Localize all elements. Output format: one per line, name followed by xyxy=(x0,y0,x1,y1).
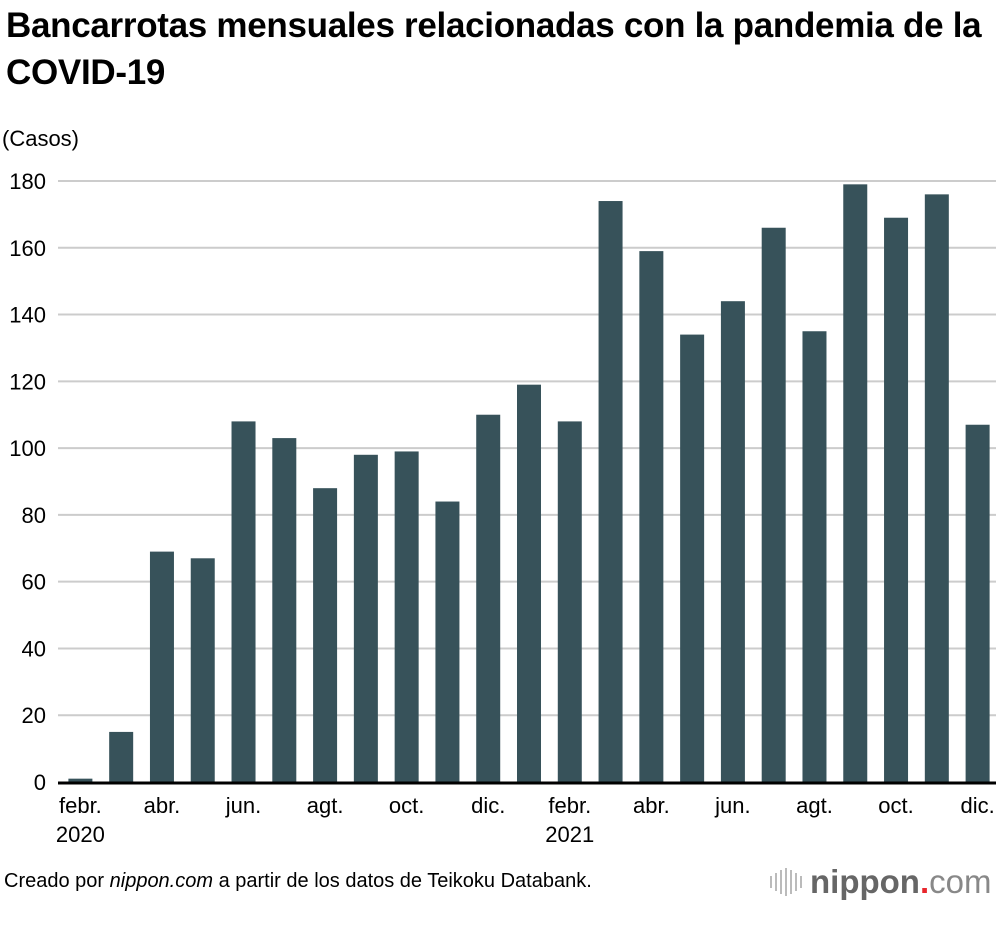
bar-2021-12 xyxy=(965,424,990,782)
bar-2020-09 xyxy=(353,454,378,782)
bar-2021-09 xyxy=(843,184,868,783)
y-tick-label: 60 xyxy=(22,570,46,595)
x-tick-label: dic. xyxy=(471,793,505,818)
x-tick-label: dic. xyxy=(960,793,994,818)
bar-2020-06 xyxy=(231,421,256,782)
bar-2021-03 xyxy=(598,201,623,783)
bar-2020-03 xyxy=(109,731,134,782)
bar-2020-12 xyxy=(476,414,501,782)
y-axis-ticks: 0 20 40 60 80 100 120 140 160 180 xyxy=(9,169,46,795)
y-axis-unit-label: (Casos) xyxy=(2,126,80,151)
x-tick-label: jun. xyxy=(714,793,750,818)
source-site: nippon.com xyxy=(109,870,214,892)
x-tick-label: oct. xyxy=(878,793,913,818)
bar-2021-05 xyxy=(680,334,705,782)
x-year-label: 2020 xyxy=(56,822,105,847)
source-note: Creado por nippon.com a partir de los da… xyxy=(4,870,592,893)
x-tick-label: agt. xyxy=(307,793,344,818)
x-axis-ticks: febr. 2020 abr. jun. agt. oct. dic. febr. 2021 ab… xyxy=(56,793,995,847)
x-tick-label: jun. xyxy=(225,793,261,818)
bar-2020-08 xyxy=(313,488,338,782)
bar-2021-04 xyxy=(639,251,664,782)
bar-2021-07 xyxy=(761,227,786,782)
bar-2020-10 xyxy=(394,451,419,782)
y-tick-label: 20 xyxy=(22,703,46,728)
x-tick-label: oct. xyxy=(389,793,424,818)
x-tick-label: abr. xyxy=(144,793,181,818)
bar-2021-01 xyxy=(517,384,541,782)
source-suffix: a partir de los datos de Teikoku Databan… xyxy=(213,870,592,892)
bar-2020-02 xyxy=(68,778,93,782)
y-tick-label: 80 xyxy=(22,503,46,528)
logo-dot: . xyxy=(919,863,930,900)
y-tick-label: 160 xyxy=(9,236,46,261)
x-tick-label: febr. xyxy=(59,793,102,818)
bar-2021-06 xyxy=(720,301,745,782)
bar-2020-07 xyxy=(272,438,297,782)
logo-name: nippon xyxy=(810,863,920,900)
bar-2021-10 xyxy=(884,217,909,782)
y-tick-label: 140 xyxy=(9,303,46,328)
x-tick-label: abr. xyxy=(633,793,670,818)
bar-2020-05 xyxy=(190,558,215,782)
y-tick-label: 40 xyxy=(22,636,46,661)
bar-2020-04 xyxy=(149,551,174,782)
bar-2021-11 xyxy=(924,194,949,782)
x-tick-label: agt. xyxy=(796,793,833,818)
bar-2020-11 xyxy=(435,501,460,782)
x-tick-label: febr. xyxy=(548,793,591,818)
y-tick-label: 100 xyxy=(9,436,46,461)
bar-2021-02 xyxy=(557,421,582,782)
bar-chart: 0 20 40 60 80 100 120 140 160 180 febr. 2020 abr. ju… xyxy=(9,169,996,847)
source-prefix: Creado por xyxy=(4,870,110,892)
bars xyxy=(68,184,990,783)
y-tick-label: 0 xyxy=(34,770,46,795)
logo-tld: com xyxy=(929,863,992,900)
y-tick-label: 180 xyxy=(9,169,46,194)
nippon-logo: nippon. com xyxy=(770,862,991,902)
chart-title: Bancarrotas mensuales relacionadas con l… xyxy=(6,6,982,92)
x-year-label: 2021 xyxy=(545,822,594,847)
bar-2021-08 xyxy=(802,331,827,782)
y-tick-label: 120 xyxy=(9,369,46,394)
logo-sound-bars-icon xyxy=(770,868,802,896)
